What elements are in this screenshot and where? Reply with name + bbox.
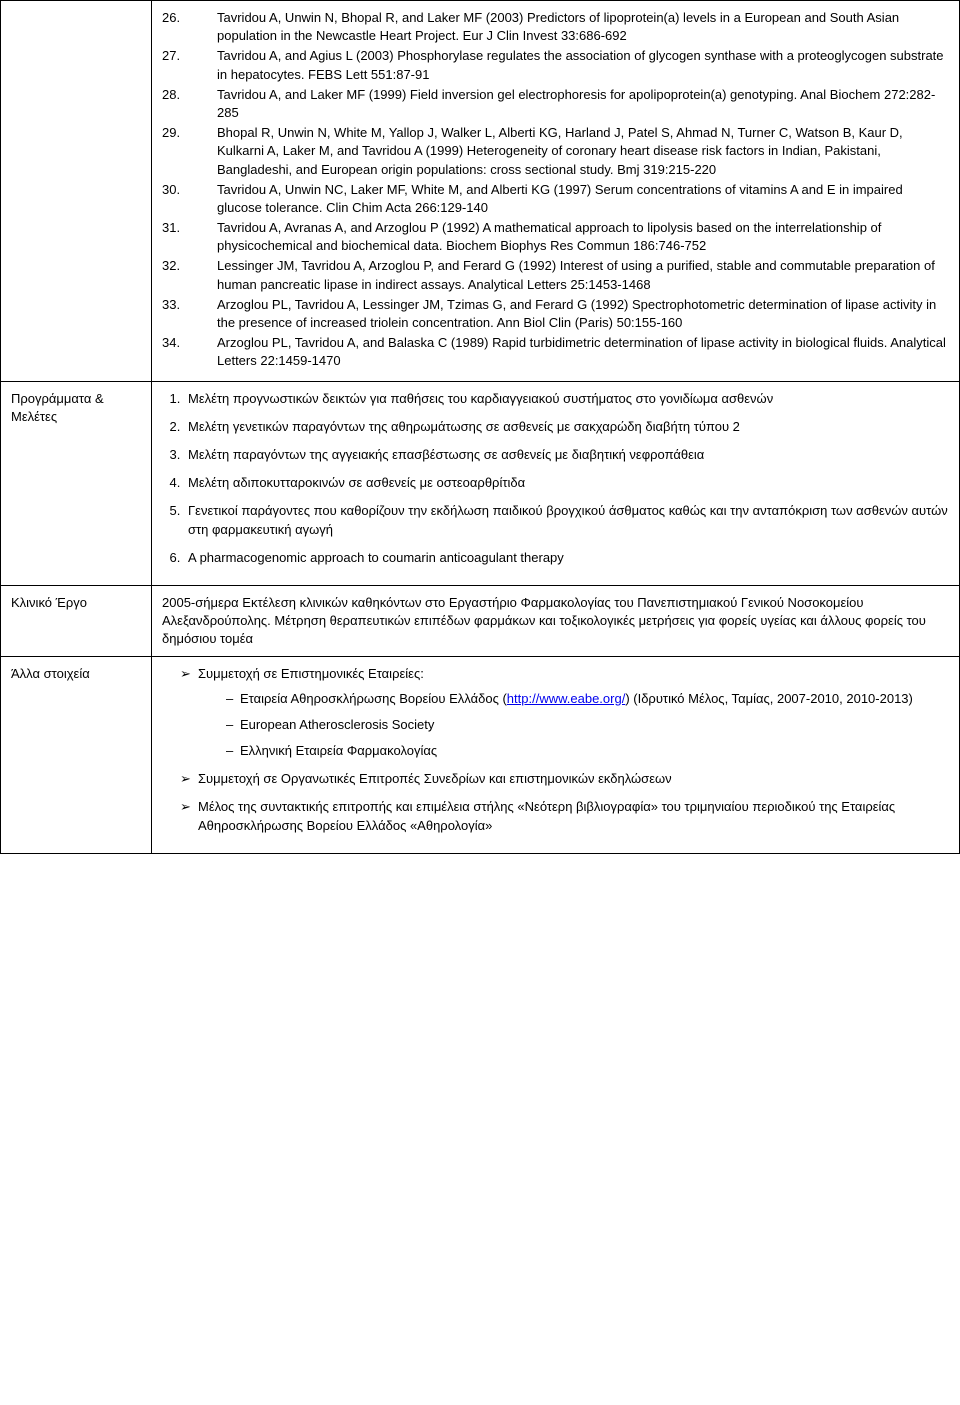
reference-number: 28. xyxy=(162,86,217,122)
other-item-editorial: Μέλος της συντακτικής επιτροπής και επιμ… xyxy=(180,798,949,834)
references-list: 26.Tavridou A, Unwin N, Bhopal R, and La… xyxy=(162,9,949,371)
other-item-committees: Συμμετοχή σε Οργανωτικές Επιτροπές Συνεδ… xyxy=(180,770,949,788)
reference-item: 26.Tavridou A, Unwin N, Bhopal R, and La… xyxy=(162,9,949,45)
reference-number: 33. xyxy=(162,296,217,332)
society-2: European Atherosclerosis Society xyxy=(226,716,949,734)
society-1: Εταιρεία Αθηροσκλήρωσης Βορείου Ελλάδος … xyxy=(226,690,949,708)
reference-text: Arzoglou PL, Tavridou A, Lessinger JM, T… xyxy=(217,296,949,332)
reference-item: 31.Tavridou A, Avranas A, and Arzoglou P… xyxy=(162,219,949,255)
other-item-societies: Συμμετοχή σε Επιστημονικές Εταιρείες: Ετ… xyxy=(180,665,949,760)
references-label-cell xyxy=(1,1,152,382)
reference-text: Lessinger JM, Tavridou A, Arzoglou P, an… xyxy=(217,257,949,293)
cv-table: 26.Tavridou A, Unwin N, Bhopal R, and La… xyxy=(0,0,960,854)
reference-number: 32. xyxy=(162,257,217,293)
reference-text: Bhopal R, Unwin N, White M, Yallop J, Wa… xyxy=(217,124,949,179)
other-cell: Συμμετοχή σε Επιστημονικές Εταιρείες: Ετ… xyxy=(152,657,960,853)
reference-number: 31. xyxy=(162,219,217,255)
other-list: Συμμετοχή σε Επιστημονικές Εταιρείες: Ετ… xyxy=(162,665,949,834)
reference-number: 29. xyxy=(162,124,217,179)
program-item: Μελέτη παραγόντων της αγγειακής επασβέστ… xyxy=(184,446,949,464)
reference-text: Tavridou A, Unwin N, Bhopal R, and Laker… xyxy=(217,9,949,45)
row-programs: Προγράμματα & Μελέτες Μελέτη προγνωστικώ… xyxy=(1,381,960,585)
reference-text: Tavridou A, Unwin NC, Laker MF, White M,… xyxy=(217,181,949,217)
reference-item: 32.Lessinger JM, Tavridou A, Arzoglou P,… xyxy=(162,257,949,293)
reference-number: 30. xyxy=(162,181,217,217)
other-label: Άλλα στοιχεία xyxy=(1,657,152,853)
program-item: Μελέτη αδιποκυτταροκινών σε ασθενείς με … xyxy=(184,474,949,492)
row-references: 26.Tavridou A, Unwin N, Bhopal R, and La… xyxy=(1,1,960,382)
programs-label: Προγράμματα & Μελέτες xyxy=(1,381,152,585)
clinical-text: 2005-σήμερα Εκτέλεση κλινικών καθηκόντων… xyxy=(152,585,960,657)
references-cell: 26.Tavridou A, Unwin N, Bhopal R, and La… xyxy=(152,1,960,382)
reference-item: 29.Bhopal R, Unwin N, White M, Yallop J,… xyxy=(162,124,949,179)
program-item: Μελέτη γενετικών παραγόντων της αθηρωμάτ… xyxy=(184,418,949,436)
reference-item: 28.Tavridou A, and Laker MF (1999) Field… xyxy=(162,86,949,122)
reference-number: 34. xyxy=(162,334,217,370)
reference-item: 34.Arzoglou PL, Tavridou A, and Balaska … xyxy=(162,334,949,370)
reference-text: Tavridou A, and Laker MF (1999) Field in… xyxy=(217,86,949,122)
eabe-link[interactable]: http://www.eabe.org/ xyxy=(507,691,626,706)
programs-cell: Μελέτη προγνωστικών δεικτών για παθήσεις… xyxy=(152,381,960,585)
program-item: A pharmacogenomic approach to coumarin a… xyxy=(184,549,949,567)
reference-text: Tavridou A, Avranas A, and Arzoglou P (1… xyxy=(217,219,949,255)
reference-number: 27. xyxy=(162,47,217,83)
program-item: Μελέτη προγνωστικών δεικτών για παθήσεις… xyxy=(184,390,949,408)
row-other: Άλλα στοιχεία Συμμετοχή σε Επιστημονικές… xyxy=(1,657,960,853)
reference-text: Tavridou A, and Agius L (2003) Phosphory… xyxy=(217,47,949,83)
society-3: Ελληνική Εταιρεία Φαρμακολογίας xyxy=(226,742,949,760)
row-clinical: Κλινικό Έργο 2005-σήμερα Εκτέλεση κλινικ… xyxy=(1,585,960,657)
reference-number: 26. xyxy=(162,9,217,45)
societies-list: Εταιρεία Αθηροσκλήρωσης Βορείου Ελλάδος … xyxy=(198,690,949,761)
reference-item: 27.Tavridou A, and Agius L (2003) Phosph… xyxy=(162,47,949,83)
reference-text: Arzoglou PL, Tavridou A, and Balaska C (… xyxy=(217,334,949,370)
clinical-label: Κλινικό Έργο xyxy=(1,585,152,657)
other-item1-text: Συμμετοχή σε Επιστημονικές Εταιρείες: xyxy=(198,666,424,681)
program-item: Γενετικοί παράγοντες που καθορίζουν την … xyxy=(184,502,949,538)
reference-item: 33.Arzoglou PL, Tavridou A, Lessinger JM… xyxy=(162,296,949,332)
reference-item: 30.Tavridou A, Unwin NC, Laker MF, White… xyxy=(162,181,949,217)
programs-list: Μελέτη προγνωστικών δεικτών για παθήσεις… xyxy=(162,390,949,567)
